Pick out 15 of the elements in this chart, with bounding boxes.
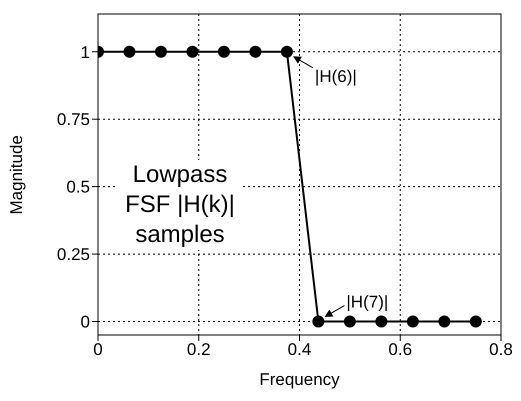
y-axis-title: Magnitude — [7, 135, 26, 214]
y-tick-label: 1 — [80, 42, 90, 62]
x-tick-label: 0.4 — [288, 340, 312, 360]
x-tick-label: 0.8 — [489, 340, 513, 360]
annotation: Lowpass FSF |H(k)| samples — [118, 160, 242, 250]
x-tick-label: 0 — [93, 340, 103, 360]
y-tick-label: 0.5 — [66, 178, 90, 197]
x-tick-label: 0.2 — [186, 340, 211, 360]
annotation: |H(7)| — [346, 292, 388, 312]
x-tick-label: 0.6 — [388, 340, 412, 360]
y-tick-label: 0.25 — [56, 245, 90, 264]
y-tick-label: 0 — [80, 312, 90, 332]
annotation: |H(6)| — [314, 66, 357, 86]
y-tick-label: 0.75 — [56, 110, 90, 130]
x-axis-title: Frequency — [259, 370, 340, 389]
